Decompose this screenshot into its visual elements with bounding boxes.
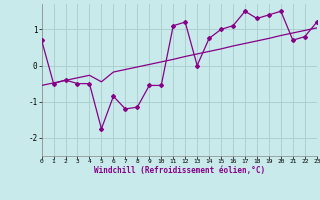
X-axis label: Windchill (Refroidissement éolien,°C): Windchill (Refroidissement éolien,°C) [94, 166, 265, 175]
